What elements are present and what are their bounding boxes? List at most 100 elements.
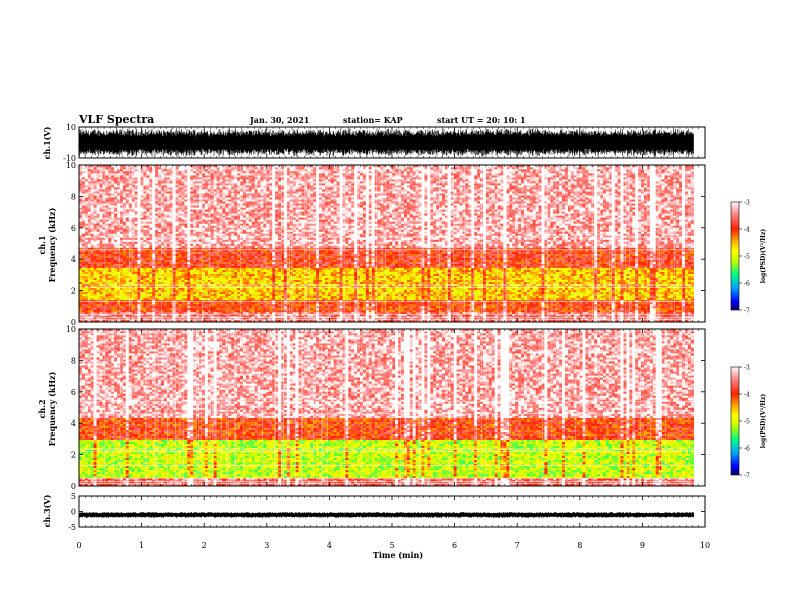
spectrogram-cell bbox=[641, 291, 645, 295]
spectrogram-cell bbox=[237, 297, 241, 301]
spectrogram-cell bbox=[204, 287, 209, 291]
spectrogram-cell bbox=[687, 313, 692, 317]
spectrogram-cell bbox=[155, 289, 159, 293]
spectrogram-cell bbox=[389, 305, 393, 309]
spectrogram-cell bbox=[570, 279, 574, 282]
spectrogram-cell bbox=[518, 289, 522, 293]
spectrogram-cell bbox=[579, 287, 583, 291]
spectrogram-cell bbox=[354, 320, 358, 323]
spectrogram-cell bbox=[503, 303, 507, 307]
spectrogram-cell bbox=[339, 291, 343, 295]
spectrogram-cell bbox=[611, 303, 615, 307]
spectrogram-cell bbox=[79, 291, 83, 295]
spectrogram-cell bbox=[386, 313, 390, 317]
spectrogram-cell bbox=[638, 277, 642, 280]
spectrogram-cell bbox=[389, 311, 393, 315]
spectrogram-cell bbox=[225, 289, 229, 293]
spectrogram-cell bbox=[248, 285, 252, 289]
spectrogram-cell bbox=[641, 277, 645, 280]
spectrogram-cell bbox=[392, 318, 396, 321]
spectrogram-cell bbox=[500, 291, 504, 295]
spectrogram-cell bbox=[635, 281, 639, 284]
spectrogram-cell bbox=[319, 318, 323, 321]
spectrogram-cell bbox=[327, 291, 331, 295]
spectrogram-cell bbox=[87, 303, 91, 307]
spectrogram-cell bbox=[483, 299, 487, 303]
spectrogram-cell bbox=[231, 285, 235, 289]
spectrogram-cell bbox=[251, 313, 255, 317]
spectrogram-cell bbox=[330, 297, 334, 301]
spectrogram-cell bbox=[169, 311, 173, 315]
spectrogram-cell bbox=[661, 318, 665, 321]
spectrogram-cell bbox=[322, 309, 326, 313]
spectrogram-cell bbox=[99, 320, 103, 323]
spectrogram-cell bbox=[351, 309, 355, 313]
spectrogram-cell bbox=[670, 285, 674, 289]
spectrogram-cell bbox=[117, 297, 121, 301]
spectrogram-cell bbox=[415, 299, 419, 303]
spectrogram-cell bbox=[655, 297, 659, 301]
spectrogram-cell bbox=[237, 309, 241, 313]
spectrogram-cell bbox=[521, 311, 525, 315]
spectrogram-cell bbox=[494, 309, 498, 313]
spectrogram-cell bbox=[266, 309, 270, 313]
spectrogram-cell bbox=[456, 299, 460, 303]
spectrogram-cell bbox=[623, 313, 627, 317]
spectrogram-cell bbox=[576, 291, 580, 295]
spectrogram-cell bbox=[365, 299, 370, 303]
spectrogram-cell bbox=[351, 307, 355, 311]
spectrogram-cell bbox=[515, 297, 519, 301]
spectrogram-cell bbox=[430, 277, 434, 280]
spectrogram-cell bbox=[456, 309, 460, 313]
spectrogram-cell bbox=[339, 311, 343, 315]
spectrogram-cell bbox=[453, 301, 457, 305]
spectrogram-cell bbox=[673, 305, 677, 309]
spectrogram-cell bbox=[603, 279, 607, 282]
spectrogram-cell bbox=[576, 277, 580, 280]
spectrogram-cell bbox=[497, 289, 501, 293]
spectrogram-cell bbox=[591, 301, 595, 305]
spectrogram-cell bbox=[234, 291, 238, 295]
spectrogram-cell bbox=[474, 275, 478, 278]
spectrogram-cell bbox=[535, 295, 539, 299]
spectrogram-cell bbox=[292, 311, 296, 315]
spectrogram-cell bbox=[661, 299, 665, 303]
spectrogram-cell bbox=[500, 313, 504, 317]
spectrogram-cell bbox=[667, 293, 671, 297]
spectrogram-cell bbox=[87, 318, 91, 321]
spectrogram-cell bbox=[506, 303, 510, 307]
spectrogram-cell bbox=[122, 279, 127, 282]
spectrogram-cell bbox=[594, 313, 598, 317]
spectrogram-cell bbox=[225, 285, 229, 289]
spectrogram-cell bbox=[573, 289, 577, 293]
spectrogram-cell bbox=[152, 311, 156, 315]
spectrogram-cell bbox=[172, 291, 176, 295]
spectrogram-cell bbox=[559, 313, 563, 317]
spectrogram-cell bbox=[497, 311, 501, 315]
spectrogram-cell bbox=[523, 275, 528, 278]
spectrogram-cell bbox=[307, 313, 311, 317]
spectrogram-cell bbox=[357, 305, 361, 309]
spectrogram-cell bbox=[93, 287, 97, 291]
spectrogram-cell bbox=[365, 289, 370, 293]
spectrogram-cell bbox=[368, 281, 372, 284]
spectrogram-cell bbox=[228, 285, 232, 289]
spectrogram-cell bbox=[661, 301, 665, 305]
spectrogram-cell bbox=[453, 309, 457, 313]
spectrogram-cell bbox=[90, 318, 94, 321]
spectrogram-cell bbox=[149, 285, 153, 289]
spectrogram-cell bbox=[225, 287, 229, 291]
spectrogram-cell bbox=[389, 320, 393, 323]
spectrogram-cell bbox=[670, 305, 674, 309]
spectrogram-cell bbox=[99, 305, 103, 309]
spectrogram-cell bbox=[421, 299, 425, 303]
spectrogram-cell bbox=[333, 320, 337, 323]
spectrogram-cell bbox=[99, 279, 103, 282]
spectrogram-cell bbox=[611, 318, 615, 321]
spectrogram-cell bbox=[567, 289, 572, 293]
spectrogram-cell bbox=[512, 275, 516, 278]
spectrogram-cell bbox=[128, 313, 132, 317]
spectrogram-cell bbox=[90, 293, 94, 297]
spectrogram-cell bbox=[518, 311, 522, 315]
spectrogram-cell bbox=[330, 291, 334, 295]
